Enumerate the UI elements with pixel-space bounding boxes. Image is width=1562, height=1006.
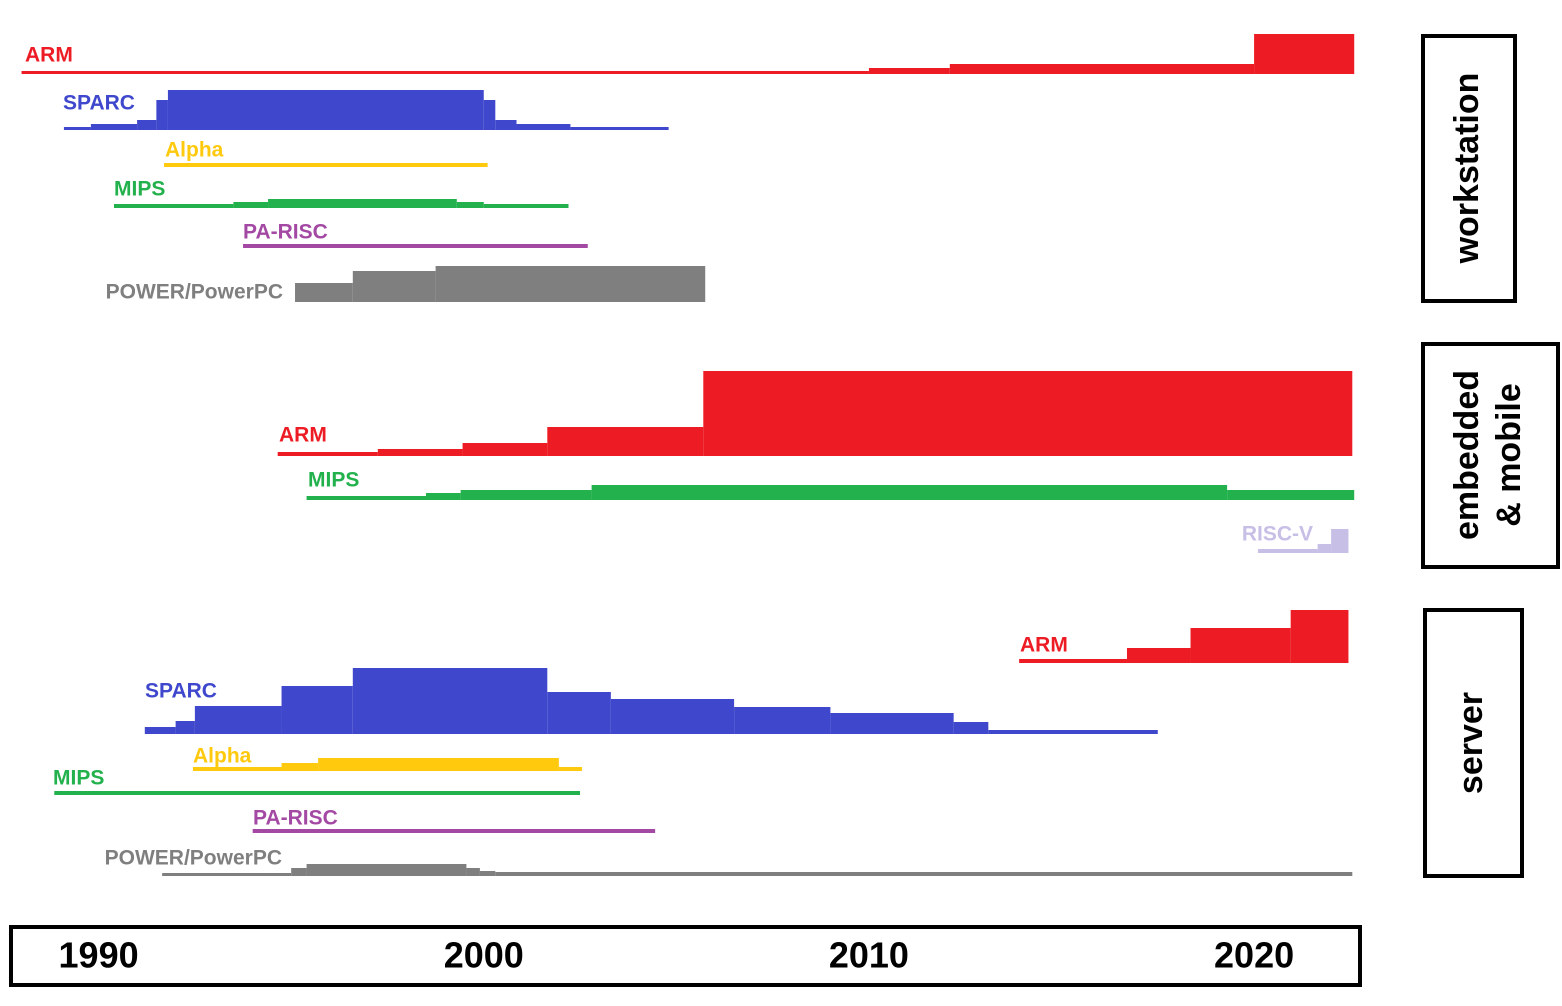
- panel-box: [1421, 342, 1560, 569]
- panel-label: server: [1452, 692, 1490, 794]
- row-label: PA-RISC: [253, 807, 338, 830]
- step-segment: [868, 68, 950, 74]
- step-segment: [610, 699, 735, 734]
- row-label: PA-RISC: [243, 221, 328, 244]
- step-segment: [483, 100, 496, 130]
- x-tick-label: 1990: [59, 935, 139, 976]
- step-segment: [175, 721, 195, 734]
- step-segment: [516, 124, 571, 130]
- step-segment: [830, 713, 954, 734]
- step-segment: [352, 668, 548, 734]
- x-tick-label: 2020: [1214, 935, 1294, 976]
- row-label: SPARC: [63, 92, 135, 115]
- step-segment: [1290, 610, 1349, 663]
- row-label: ARM: [279, 424, 327, 447]
- row-label: MIPS: [114, 178, 165, 201]
- step-segment: [291, 868, 307, 876]
- step-segment: [377, 449, 463, 456]
- row-label: SPARC: [145, 680, 217, 703]
- row-label: ARM: [1020, 634, 1068, 657]
- step-segment: [435, 266, 706, 302]
- step-segment: [495, 120, 517, 130]
- step-segment: [425, 493, 461, 500]
- step-segment: [156, 100, 168, 130]
- step-segment: [988, 730, 1158, 734]
- panel-label: workstation: [1448, 73, 1486, 265]
- step-segment: [162, 873, 292, 876]
- step-segment: [54, 791, 581, 795]
- axis-box: [9, 925, 1362, 987]
- step-segment: [167, 90, 484, 130]
- panel-label: embedded: [1448, 370, 1486, 540]
- step-segment: [456, 202, 484, 208]
- step-segment: [1257, 549, 1318, 553]
- step-segment: [1331, 529, 1349, 553]
- step-segment: [462, 443, 548, 456]
- step-segment: [570, 127, 669, 130]
- step-segment: [495, 872, 1353, 876]
- step-segment: [268, 199, 457, 208]
- panel-box: [1423, 608, 1524, 878]
- row-label: POWER/PowerPC: [106, 281, 283, 304]
- step-segment: [1254, 34, 1355, 74]
- step-segment: [703, 371, 1353, 456]
- step-segment: [144, 727, 176, 734]
- step-segment: [547, 692, 611, 734]
- row-label: POWER/PowerPC: [105, 847, 282, 870]
- row-label: MIPS: [308, 469, 359, 492]
- step-segment: [1227, 490, 1355, 500]
- step-segment: [281, 686, 353, 734]
- step-segment: [194, 706, 282, 734]
- step-segment: [252, 829, 656, 833]
- step-segment: [295, 283, 353, 302]
- step-segment: [306, 864, 467, 876]
- row-label: MIPS: [53, 767, 104, 790]
- row-label: ARM: [25, 44, 73, 67]
- step-segment: [558, 767, 582, 771]
- step-segment: [1126, 648, 1191, 663]
- row-label: RISC-V: [1242, 523, 1313, 546]
- step-segment: [137, 120, 157, 130]
- step-segment: [547, 427, 704, 456]
- step-segment: [113, 204, 234, 208]
- step-segment: [953, 722, 989, 734]
- x-tick-label: 2000: [444, 935, 524, 976]
- step-segment: [1317, 544, 1332, 553]
- step-segment: [164, 163, 488, 167]
- step-segment: [591, 485, 1228, 500]
- step-segment: [949, 64, 1255, 74]
- step-segment: [1019, 659, 1127, 663]
- step-segment: [1190, 628, 1291, 663]
- step-segment: [460, 490, 592, 500]
- step-segment: [277, 452, 378, 456]
- x-tick-label: 2010: [829, 935, 909, 976]
- panel-box: [1421, 34, 1517, 303]
- step-segment: [466, 868, 480, 876]
- step-segment: [21, 71, 869, 74]
- step-segment: [483, 204, 569, 208]
- step-segment: [281, 763, 319, 771]
- step-segment: [192, 767, 282, 771]
- step-segment: [243, 244, 588, 248]
- panel-label: & mobile: [1490, 383, 1528, 527]
- step-segment: [233, 202, 269, 208]
- step-segment: [318, 758, 559, 771]
- row-label: Alpha: [193, 745, 252, 768]
- row-label: Alpha: [165, 139, 224, 162]
- step-segment: [734, 707, 831, 734]
- step-segment: [479, 871, 496, 876]
- step-segment: [352, 271, 436, 302]
- step-segment: [63, 127, 91, 130]
- step-segment: [90, 124, 138, 130]
- step-segment: [306, 496, 426, 500]
